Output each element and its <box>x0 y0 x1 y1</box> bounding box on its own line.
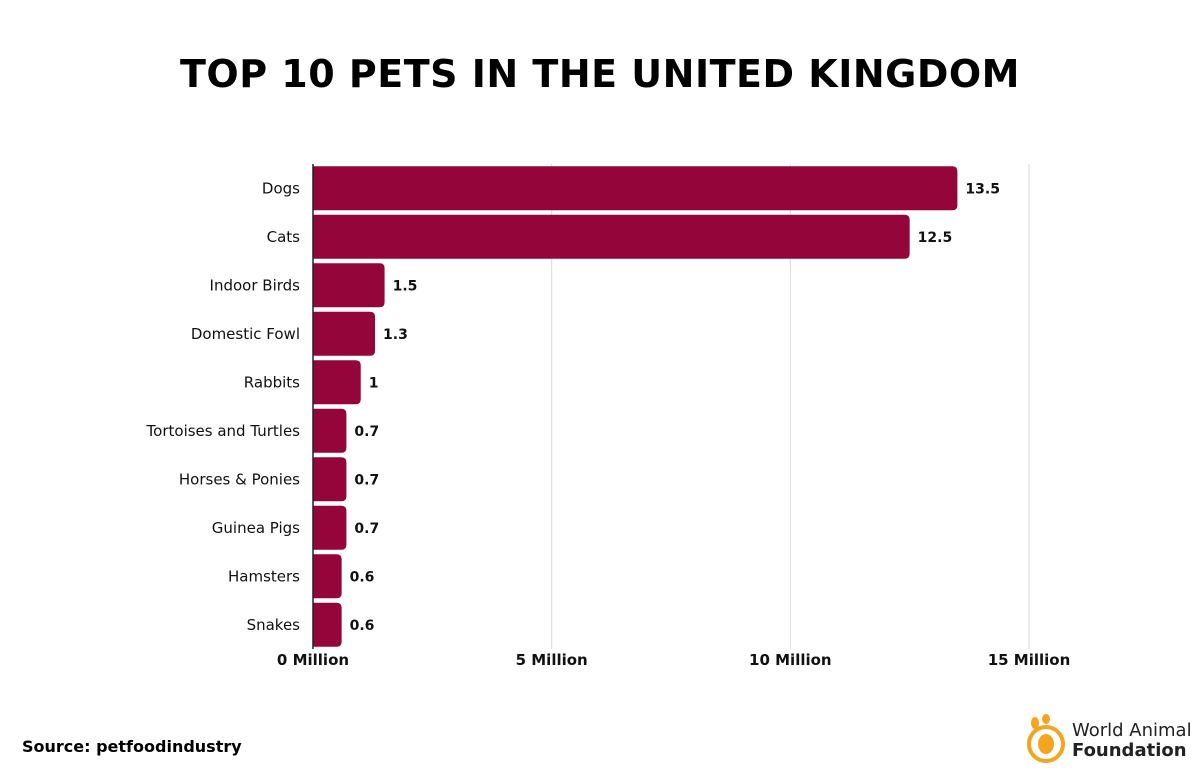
category-label: Snakes <box>247 616 301 634</box>
logo-text-line1: World Animal <box>1072 720 1192 741</box>
bar <box>313 505 347 550</box>
data-label: 0.7 <box>354 424 379 440</box>
bar <box>313 554 342 599</box>
data-label: 1.3 <box>383 327 408 343</box>
bar <box>313 311 376 356</box>
category-label: Hamsters <box>228 567 300 585</box>
x-tick-label: 15 Million <box>988 651 1071 669</box>
x-tick-label: 10 Million <box>749 651 832 669</box>
paw-dog-icon <box>1027 714 1065 763</box>
chart-title: TOP 10 PETS IN THE UNITED KINGDOM <box>179 52 1020 96</box>
x-tick-label: 0 Million <box>277 651 349 669</box>
data-label: 0.6 <box>350 618 375 634</box>
world-animal-foundation-logo: World Animal Foundation <box>1026 712 1196 768</box>
bar <box>313 360 361 405</box>
data-label: 0.7 <box>354 472 379 488</box>
category-label: Dogs <box>262 179 300 197</box>
data-label: 0.6 <box>350 569 375 585</box>
category-label: Domestic Fowl <box>191 325 300 343</box>
bar-chart: Dogs 13.5 Cats 12.5 Indoor Birds 1.5 Domestic … <box>146 164 1071 669</box>
category-label: Tortoises and Turtles <box>146 422 301 440</box>
category-label: Guinea Pigs <box>212 519 300 537</box>
bar <box>313 408 347 453</box>
data-label: 13.5 <box>965 181 1000 197</box>
logo-text-line2: Foundation <box>1072 740 1187 761</box>
data-label: 1.5 <box>393 278 418 294</box>
category-label: Indoor Birds <box>210 276 301 294</box>
bar <box>313 263 385 308</box>
data-label: 0.7 <box>354 521 379 537</box>
data-label: 1 <box>369 375 379 391</box>
source-note: Source: petfoodindustry <box>22 737 242 756</box>
category-label: Rabbits <box>244 373 300 391</box>
category-label: Horses & Ponies <box>179 470 300 488</box>
bar <box>313 166 958 211</box>
bar <box>313 214 910 259</box>
category-label: Cats <box>267 228 301 246</box>
bar <box>313 602 342 647</box>
data-label: 12.5 <box>918 230 953 246</box>
x-tick-label: 5 Million <box>516 651 588 669</box>
bar <box>313 457 347 502</box>
